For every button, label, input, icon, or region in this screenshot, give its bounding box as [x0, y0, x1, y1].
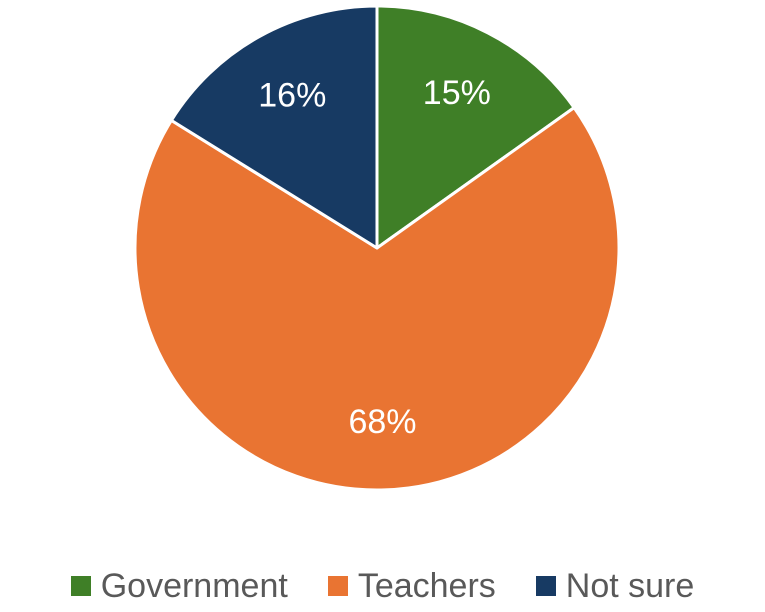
data-label-not-sure: 16% — [258, 77, 326, 115]
legend-swatch-not-sure — [535, 576, 556, 596]
pie-slice-teachers — [133, 106, 621, 492]
legend-swatch-government — [70, 576, 91, 596]
data-label-government: 15% — [423, 74, 491, 112]
data-label-teachers: 68% — [348, 403, 416, 441]
legend-label-government: Government — [100, 567, 288, 605]
legend-label-teachers: Teachers — [357, 567, 496, 605]
legend-swatch-teachers — [327, 576, 348, 596]
data-labels-layer: 15% 68% 16% — [258, 74, 491, 441]
legend-item-not-sure: Not sure — [535, 567, 695, 605]
legend: Government Teachers Not sure — [0, 560, 765, 612]
legend-item-teachers: Teachers — [327, 567, 496, 605]
legend-label-not-sure: Not sure — [565, 567, 695, 605]
pie-slice-government — [375, 4, 576, 250]
pie-slice-not-sure — [169, 4, 379, 250]
legend-item-government: Government — [70, 567, 288, 605]
pie-plot-area: 15% 68% 16% — [133, 4, 621, 492]
slices-layer — [133, 4, 621, 492]
